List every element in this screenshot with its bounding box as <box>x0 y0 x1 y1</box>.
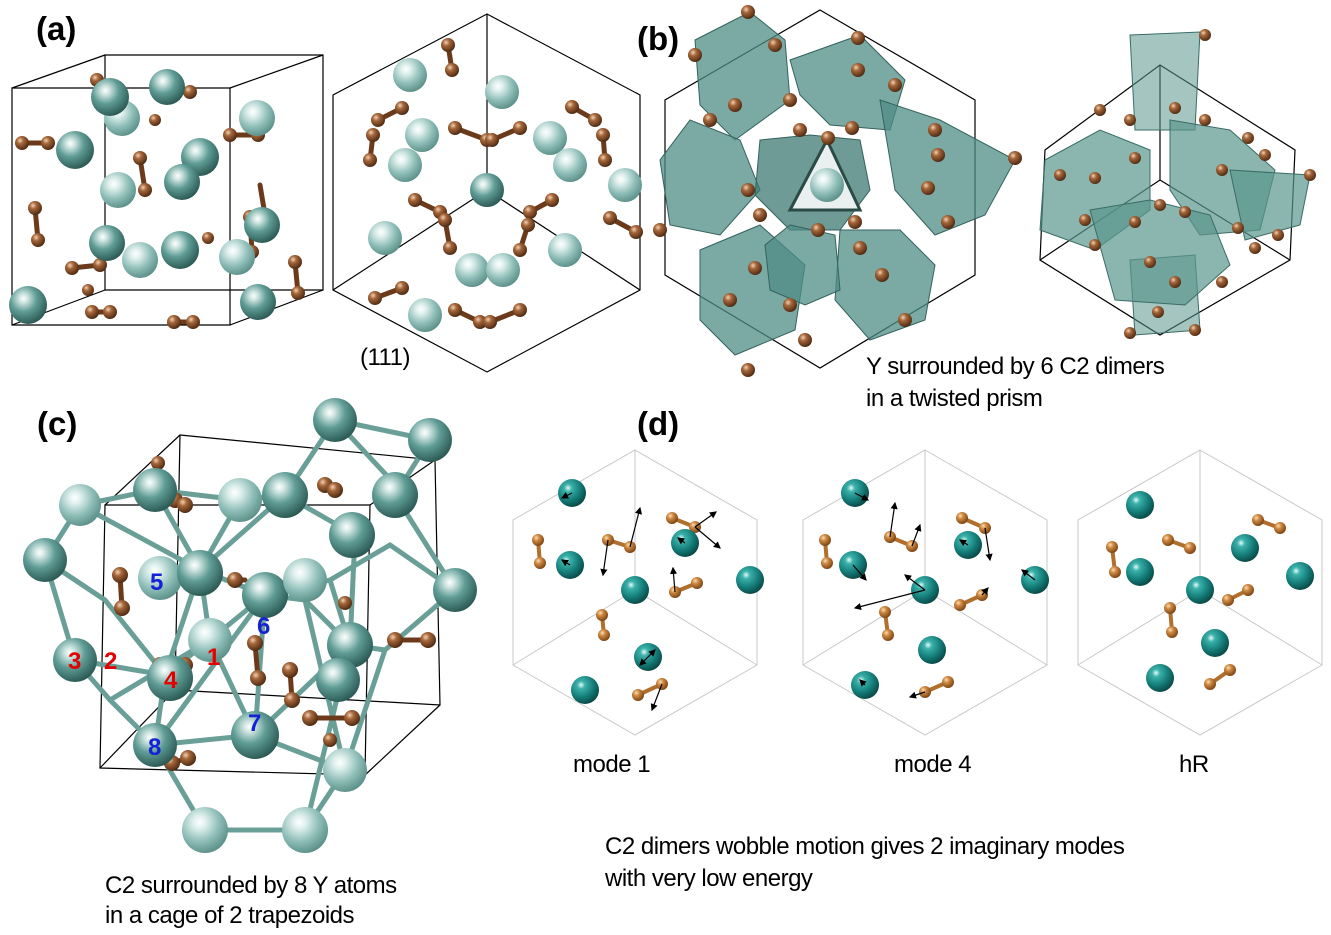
panel-a-111-view <box>332 13 643 373</box>
c-atoms <box>532 512 703 701</box>
panel-c-label: (c) <box>37 405 78 442</box>
panel-a-label: (a) <box>36 10 77 47</box>
atom-number-3: 3 <box>68 648 81 675</box>
atom-number-2: 2 <box>104 648 117 675</box>
y-atoms <box>1126 491 1314 692</box>
atom-number-6: 6 <box>257 613 270 640</box>
hr-label: hR <box>1179 751 1209 778</box>
panel-d-hr <box>1077 449 1323 736</box>
panel-c-structure: 1 2 3 4 5 6 7 8 <box>23 398 477 853</box>
direction-label-111: (111) <box>360 344 410 371</box>
panel-d-label: (d) <box>637 405 680 442</box>
panel-d-caption-line-1: C2 dimers wobble motion gives 2 imaginar… <box>605 833 1125 860</box>
displacement-arrows <box>560 492 721 712</box>
y-atoms <box>556 479 764 704</box>
mode-4-label: mode 4 <box>894 751 972 778</box>
c-atoms <box>1054 29 1316 339</box>
hexagonal-cell-outline <box>802 449 1048 736</box>
y-atoms <box>9 69 280 324</box>
atom-number-labels: 1 2 3 4 5 6 7 8 <box>68 569 270 761</box>
hexagonal-cell-outline <box>664 9 976 369</box>
panel-d-mode-4 <box>802 449 1049 736</box>
panel-b-caption-line-1: Y surrounded by 6 C2 dimers <box>866 353 1165 380</box>
y-twisted-prisms <box>659 11 1016 356</box>
atom-number-7: 7 <box>248 710 261 737</box>
atom-number-5: 5 <box>150 569 163 596</box>
c-atoms <box>1106 514 1286 690</box>
c-atoms <box>653 5 1022 377</box>
mode-1-label: mode 1 <box>573 751 651 778</box>
atom-number-8: 8 <box>148 734 161 761</box>
c-atoms <box>363 38 643 329</box>
atom-number-4: 4 <box>164 667 178 694</box>
panel-b-caption-line-2: in a twisted prism <box>866 385 1043 412</box>
hexagonal-cell-outline <box>1077 449 1323 736</box>
panel-d-caption-line-2: with very low energy <box>605 865 813 892</box>
y-atoms <box>23 398 477 853</box>
panel-c-caption-line-2: in a cage of 2 trapezoids <box>105 902 355 929</box>
displacement-arrows <box>852 492 1036 699</box>
panel-d-mode-1 <box>512 449 764 736</box>
hexagonal-cell-outline <box>512 449 758 736</box>
central-y-atom <box>810 168 844 202</box>
panel-b-polyhedra-view <box>653 5 1022 377</box>
panel-c-caption-line-1: C2 surrounded by 8 Y atoms <box>105 872 397 899</box>
panel-b-label: (b) <box>637 20 680 57</box>
y-atoms <box>368 58 642 332</box>
panel-b-side-view <box>1039 29 1316 339</box>
y-twisted-prisms <box>1039 31 1311 336</box>
panel-a-structure <box>9 54 324 329</box>
atom-number-1: 1 <box>207 644 220 671</box>
y-atoms <box>839 479 1049 699</box>
